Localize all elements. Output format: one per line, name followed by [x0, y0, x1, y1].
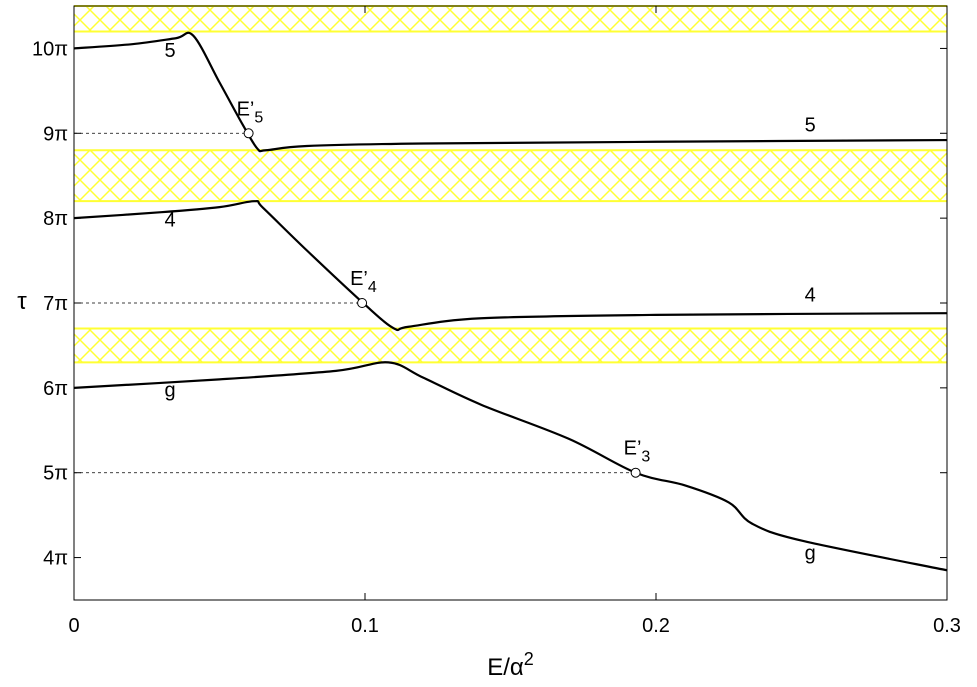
- ticks-layer: 0 0.1 0.2 0.3 4π 5π 6π 7π 8π 9π 10π: [32, 6, 961, 637]
- bands-layer: [74, 5, 947, 364]
- marked-point-label-main-2: E’: [624, 438, 642, 460]
- y-tick-label-5: 9π: [43, 123, 68, 145]
- x-tick-label-3: 0.3: [933, 615, 961, 637]
- y-tick-label-6: 10π: [32, 38, 68, 60]
- marked-point-label-subscript-1: 4: [368, 279, 377, 296]
- reference-lines-layer: [74, 132, 636, 474]
- marked-point-label-main-0: E’: [237, 98, 255, 120]
- x-tick-label-0: 0: [68, 615, 79, 637]
- marked-point-0: [243, 128, 254, 139]
- series-curve-g: [73, 361, 948, 572]
- marked-point-2: [630, 467, 641, 478]
- marked-point-label-main-1: E’: [350, 268, 368, 290]
- curve-label-4: g: [164, 379, 175, 401]
- curve-label-2: 4: [164, 210, 175, 232]
- series-layer: [73, 31, 948, 572]
- marked-point-label-subscript-2: 3: [641, 449, 650, 466]
- forbidden-band-1: [74, 150, 947, 202]
- labels-layer: 5 5 4 4 g g: [164, 40, 815, 564]
- curve-label-0: 5: [164, 40, 175, 62]
- forbidden-band-0: [74, 328, 947, 363]
- x-tick-label-2: 0.2: [642, 615, 670, 637]
- marked-point-label-1: E’4: [350, 268, 377, 296]
- marked-point-label-2: E’3: [624, 438, 651, 466]
- y-tick-label-4: 8π: [43, 208, 68, 230]
- points-layer: E’5E’4E’3: [237, 98, 651, 478]
- y-tick-label-2: 6π: [43, 378, 68, 400]
- curve-label-1: 5: [805, 115, 816, 137]
- y-tick-label-0: 4π: [43, 548, 68, 570]
- y-tick-label-3: 7π: [43, 293, 68, 315]
- y-tick-label-1: 5π: [43, 463, 68, 485]
- x-axis-label-superscript: 2: [524, 649, 534, 669]
- marked-point-label-subscript-0: 5: [254, 109, 263, 126]
- marked-point-label-0: E’5: [237, 98, 264, 126]
- forbidden-band-2: [74, 6, 947, 32]
- x-axis-label-main: E/α: [487, 654, 524, 681]
- series-curve-4: [73, 200, 948, 332]
- curve-label-3: 4: [805, 284, 816, 306]
- marked-point-1: [357, 298, 368, 308]
- y-axis-label: τ: [17, 288, 27, 315]
- x-tick-label-1: 0.1: [351, 615, 379, 637]
- series-curve-5-lower: [73, 31, 948, 153]
- plot-frame: [73, 5, 948, 601]
- curve-label-5: g: [805, 542, 816, 564]
- x-axis-label: E/α2: [487, 649, 534, 681]
